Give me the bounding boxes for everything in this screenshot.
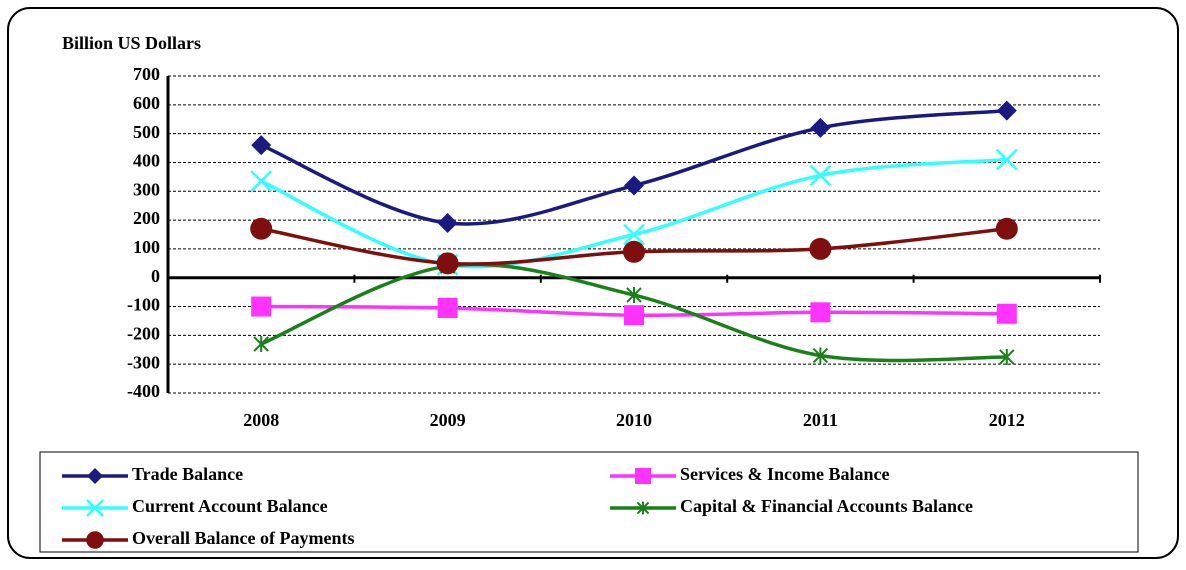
legend-marker — [86, 499, 104, 517]
y-tick-label: 500 — [133, 122, 160, 142]
legend-label: Current Account Balance — [132, 496, 328, 516]
legend-label: Overall Balance of Payments — [132, 528, 354, 548]
legend-marker — [635, 468, 651, 484]
y-tick-label: -400 — [127, 381, 160, 401]
x-tick-label: 2012 — [989, 410, 1025, 430]
point-marker — [810, 117, 831, 138]
y-tick-label: -200 — [127, 323, 160, 343]
y-tick-label: 200 — [133, 208, 160, 228]
point-marker — [812, 347, 829, 364]
point-marker — [250, 170, 273, 193]
point-marker — [623, 240, 645, 263]
point-marker — [995, 148, 1018, 171]
point-marker — [437, 212, 458, 233]
x-tick-label: 2010 — [616, 410, 652, 430]
point-marker — [437, 297, 458, 318]
point-marker — [251, 296, 272, 317]
legend-label: Services & Income Balance — [680, 464, 889, 484]
axis-label: Billion US Dollars — [62, 33, 201, 53]
point-marker — [995, 217, 1018, 240]
point-marker — [626, 287, 642, 304]
point-marker — [624, 305, 644, 326]
y-tick-label: 700 — [133, 64, 160, 84]
y-tick-label: 600 — [133, 93, 160, 113]
point-marker — [250, 217, 273, 240]
point-marker — [436, 252, 459, 275]
x-tick-label: 2008 — [243, 410, 279, 430]
point-marker — [996, 100, 1017, 121]
legend-label: Trade Balance — [132, 464, 243, 484]
y-tick-label: -100 — [127, 295, 160, 315]
point-marker — [253, 336, 269, 353]
point-marker — [251, 135, 272, 156]
legend-frame — [39, 451, 1139, 553]
y-tick-label: 100 — [133, 237, 160, 257]
legend-marker — [636, 501, 650, 515]
point-marker — [996, 303, 1017, 324]
legend-label: Capital & Financial Accounts Balance — [680, 496, 973, 516]
legend-marker — [86, 531, 104, 549]
point-marker — [623, 223, 645, 246]
y-tick-label: 300 — [133, 179, 160, 199]
legend-marker — [87, 468, 103, 484]
point-marker — [810, 302, 831, 323]
point-marker — [999, 348, 1015, 365]
y-tick-label: -300 — [127, 352, 160, 372]
point-marker — [809, 164, 832, 187]
point-marker — [624, 175, 644, 196]
x-tick-label: 2009 — [430, 410, 466, 430]
point-marker — [809, 237, 832, 260]
x-tick-label: 2011 — [803, 410, 838, 430]
y-tick-label: 0 — [151, 266, 160, 286]
y-tick-label: 400 — [133, 151, 160, 171]
